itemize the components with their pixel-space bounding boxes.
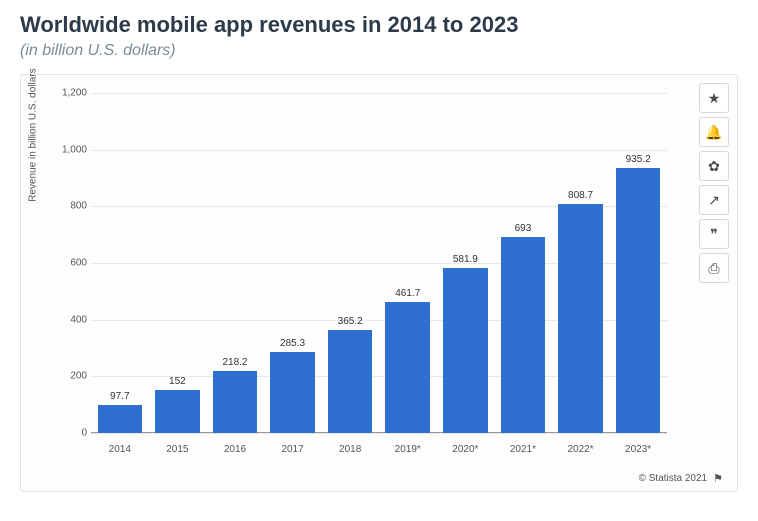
- bar-value-label: 693: [515, 223, 532, 234]
- bar-value-label: 935.2: [626, 154, 651, 165]
- bar-value-label: 218.2: [222, 357, 247, 368]
- y-tick-label: 600: [47, 258, 87, 269]
- y-tick-label: 200: [47, 371, 87, 382]
- chart-panel: Revenue in billion U.S. dollars 02004006…: [20, 74, 738, 492]
- bar-2015: 1522015: [151, 93, 203, 433]
- x-tick-label: 2023*: [625, 444, 651, 455]
- bar-2022*: 808.72022*: [555, 93, 607, 433]
- bars-container: 97.720141522015218.22016285.32017365.220…: [91, 93, 667, 433]
- x-tick-label: 2016: [224, 444, 246, 455]
- bar[interactable]: [558, 204, 603, 433]
- bar-value-label: 461.7: [395, 288, 420, 299]
- x-tick-label: 2015: [166, 444, 188, 455]
- bar-2019*: 461.72019*: [382, 93, 434, 433]
- subtitle: (in billion U.S. dollars): [20, 42, 738, 60]
- bar[interactable]: [155, 390, 200, 433]
- y-tick-label: 1,000: [47, 144, 87, 155]
- bar[interactable]: [616, 168, 661, 433]
- bar[interactable]: [98, 405, 143, 433]
- bar-value-label: 365.2: [338, 316, 363, 327]
- bar-value-label: 97.7: [110, 391, 129, 402]
- notify-button[interactable]: 🔔: [699, 117, 729, 147]
- bar[interactable]: [443, 268, 488, 433]
- bar[interactable]: [501, 237, 546, 433]
- bar-value-label: 581.9: [453, 254, 478, 265]
- bar[interactable]: [385, 302, 430, 433]
- chart-plot: Revenue in billion U.S. dollars 02004006…: [91, 93, 667, 433]
- quote-button[interactable]: ❞: [699, 219, 729, 249]
- bar-2023*: 935.22023*: [612, 93, 664, 433]
- credit-text: © Statista 2021: [639, 473, 708, 484]
- bar-2020*: 581.92020*: [439, 93, 491, 433]
- x-tick-label: 2018: [339, 444, 361, 455]
- bar-2017: 285.32017: [267, 93, 319, 433]
- y-tick-label: 0: [47, 428, 87, 439]
- print-button[interactable]: ⎙: [699, 253, 729, 283]
- bar-2014: 97.72014: [94, 93, 146, 433]
- flag-icon[interactable]: ⚑: [713, 472, 723, 485]
- bar[interactable]: [213, 371, 258, 433]
- bar-2018: 365.22018: [324, 93, 376, 433]
- bar[interactable]: [270, 352, 315, 433]
- x-tick-label: 2021*: [510, 444, 536, 455]
- y-tick-label: 800: [47, 201, 87, 212]
- x-tick-label: 2017: [281, 444, 303, 455]
- y-tick-label: 1,200: [47, 88, 87, 99]
- bar-2021*: 6932021*: [497, 93, 549, 433]
- bar-value-label: 152: [169, 376, 186, 387]
- x-tick-label: 2022*: [567, 444, 593, 455]
- y-tick-label: 400: [47, 314, 87, 325]
- y-axis-title: Revenue in billion U.S. dollars: [28, 68, 39, 201]
- share-button[interactable]: ↗: [699, 185, 729, 215]
- chart-footer: © Statista 2021 ⚑: [639, 472, 723, 485]
- gridline: [91, 433, 667, 434]
- bar-value-label: 808.7: [568, 190, 593, 201]
- favorite-button[interactable]: ★: [699, 83, 729, 113]
- bar[interactable]: [328, 330, 373, 433]
- chart-toolbar: ★ 🔔 ✿ ↗ ❞ ⎙: [699, 83, 729, 283]
- x-tick-label: 2019*: [395, 444, 421, 455]
- x-tick-label: 2020*: [452, 444, 478, 455]
- settings-button[interactable]: ✿: [699, 151, 729, 181]
- x-tick-label: 2014: [109, 444, 131, 455]
- page-title: Worldwide mobile app revenues in 2014 to…: [20, 12, 738, 38]
- bar-value-label: 285.3: [280, 338, 305, 349]
- bar-2016: 218.22016: [209, 93, 261, 433]
